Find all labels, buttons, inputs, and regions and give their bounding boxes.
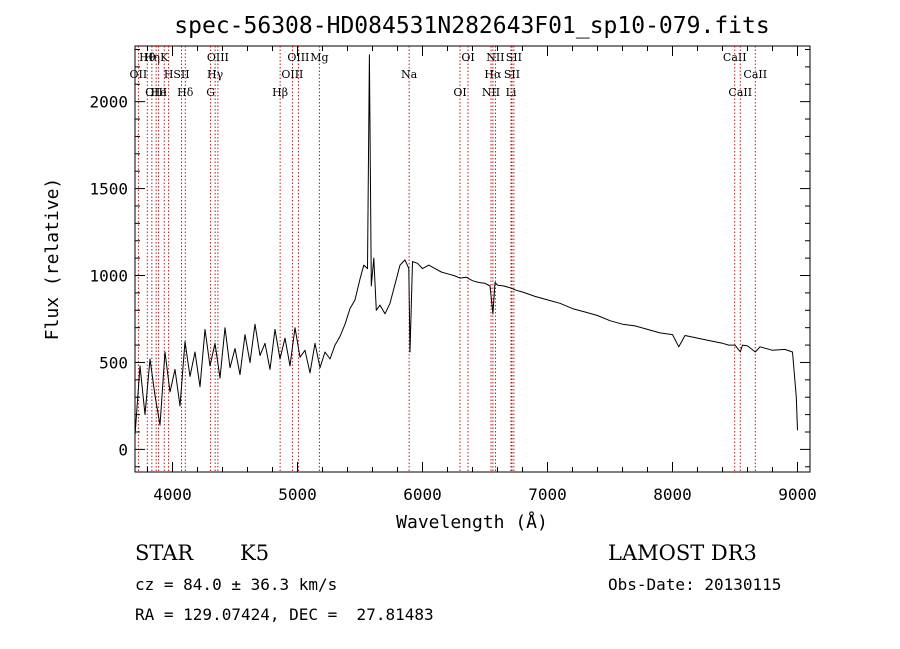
line-label-15: Mg bbox=[310, 51, 328, 64]
line-label-13: OIII bbox=[281, 68, 303, 81]
plot-frame bbox=[134, 45, 811, 473]
line-label-11: G bbox=[206, 86, 215, 99]
y-tick-label-500: 500 bbox=[99, 353, 128, 372]
line-label-1: OII bbox=[130, 68, 148, 81]
x-tick-label-5000: 5000 bbox=[278, 485, 317, 504]
object-subclass: K5 bbox=[240, 541, 269, 565]
y-tick-label-0: 0 bbox=[118, 440, 128, 459]
line-label-10: Hγ bbox=[207, 68, 224, 81]
line-label-22: SII bbox=[504, 68, 520, 81]
y-tick-label-1000: 1000 bbox=[89, 267, 128, 286]
line-label-5: He bbox=[151, 86, 167, 99]
y-tick-label-2000: 2000 bbox=[89, 93, 128, 112]
x-tick-label-6000: 6000 bbox=[403, 485, 442, 504]
y-tick-label-1500: 1500 bbox=[89, 180, 128, 199]
x-axis-ticks: 4000 5000 6000 7000 8000 9000 bbox=[147, 46, 817, 504]
line-label-23: Li bbox=[506, 86, 517, 99]
redshift-cz: cz = 84.0 ± 36.3 km/s bbox=[135, 575, 337, 594]
x-axis-label: Wavelength (Å) bbox=[396, 511, 548, 533]
line-label-6: Hη bbox=[144, 51, 160, 64]
spectrum-series bbox=[134, 54, 798, 436]
spectral-line-markers bbox=[137, 46, 756, 472]
survey-name: LAMOST DR3 bbox=[608, 541, 757, 565]
line-label-8: Hδ bbox=[177, 86, 194, 99]
line-label-19: Hα bbox=[484, 68, 502, 81]
line-label-17: OI bbox=[453, 86, 466, 99]
line-label-21: NII bbox=[486, 51, 504, 64]
line-label-2: OIII bbox=[145, 86, 167, 99]
line-label-3: K bbox=[160, 51, 169, 64]
x-tick-label-7000: 7000 bbox=[528, 485, 567, 504]
line-label-16: Na bbox=[401, 68, 418, 81]
line-label-18: OI bbox=[461, 51, 474, 64]
line-label-9: OIII bbox=[207, 51, 229, 64]
line-label-25: CaII bbox=[743, 68, 767, 81]
x-tick-label-9000: 9000 bbox=[778, 485, 817, 504]
object-class: STAR bbox=[135, 541, 194, 565]
ra-dec-coordinates: RA = 129.07424, DEC = 27.81483 bbox=[135, 605, 434, 624]
line-label-20: NII bbox=[482, 86, 500, 99]
line-label-0: Hθ bbox=[139, 51, 156, 64]
line-label-27: CaII bbox=[723, 51, 747, 64]
spectrum-line-0 bbox=[134, 54, 798, 436]
x-tick-label-8000: 8000 bbox=[653, 485, 692, 504]
line-label-4: H bbox=[164, 68, 174, 81]
line-label-7: SII bbox=[173, 68, 189, 81]
line-label-24: SII bbox=[506, 51, 522, 64]
line-label-12: OIII bbox=[287, 51, 309, 64]
line-label-26: CaII bbox=[728, 86, 752, 99]
line-label-14: Hβ bbox=[272, 86, 288, 99]
spectral-line-labels: Hθ OII OIII KH He Hη SII Hδ OIII Hγ G OIII OIII Hβ Mg N… bbox=[130, 51, 768, 99]
y-axis-label: Flux (relative) bbox=[42, 178, 63, 341]
y-axis-ticks: 0 500 1000 1500 2000 bbox=[89, 48, 810, 468]
chart-title: spec-56308-HD084531N282643F01_sp10-079.f… bbox=[174, 13, 769, 39]
x-tick-label-4000: 4000 bbox=[153, 485, 192, 504]
observation-date: Obs-Date: 20130115 bbox=[608, 575, 781, 594]
